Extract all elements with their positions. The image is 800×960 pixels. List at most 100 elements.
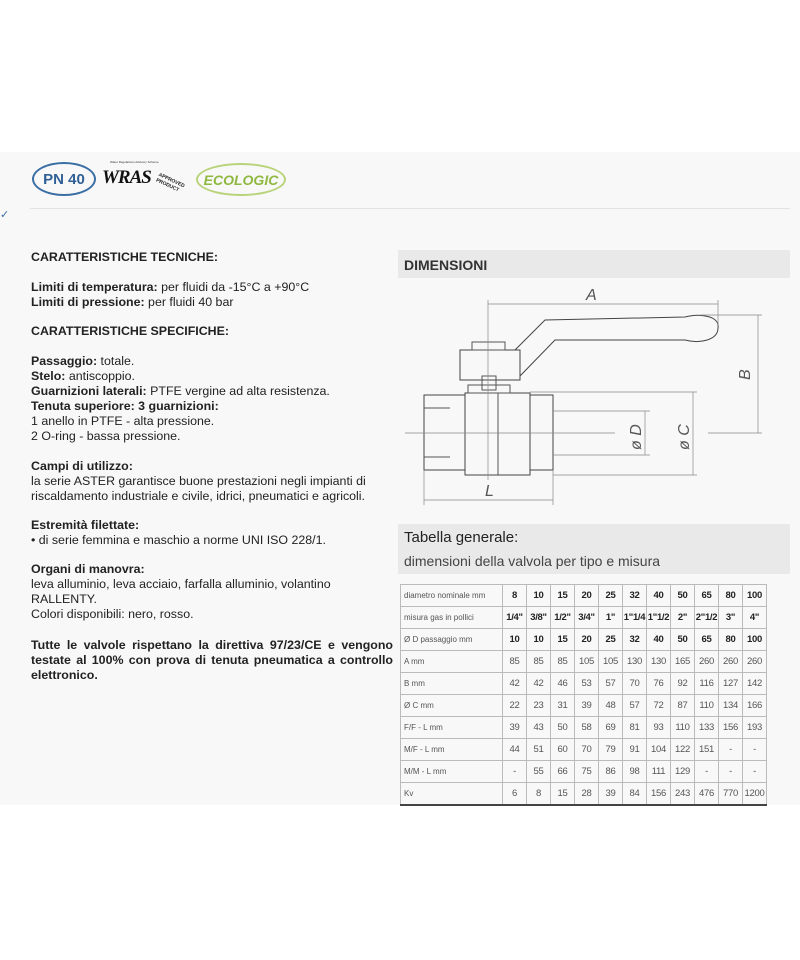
table-cell: 50: [670, 584, 695, 607]
table-cell: 6: [502, 782, 527, 806]
guarnizioni: Guarnizioni laterali: PTFE vergine ad al…: [31, 384, 330, 399]
table-row: A mm 85 85 85 105 105 130 130 165 260 260 260: [400, 650, 767, 673]
dim-label-b: B: [737, 369, 754, 380]
row-label: Ø C mm: [400, 694, 503, 717]
table-cell: 91: [622, 738, 647, 761]
table-cell: 57: [598, 672, 623, 695]
table-cell: 70: [622, 672, 647, 695]
table-row: M/F - L mm 44 51 60 70 79 91 104 122 151- -: [400, 738, 767, 761]
table-cell: 105: [598, 650, 623, 673]
table-cell: 4": [742, 606, 767, 629]
table-cell: 85: [526, 650, 551, 673]
table-cell: 86: [598, 760, 623, 783]
table-cell: 20: [574, 628, 599, 651]
table-cell: -: [502, 760, 527, 783]
table-cell: 65: [694, 584, 719, 607]
organi-1: leva alluminio, leva acciaio, farfalla a…: [31, 577, 331, 591]
table-row: F/F - L mm 39 43 50 58 69 81 93 110 133 156 193: [400, 716, 767, 739]
table-cell: 72: [646, 694, 671, 717]
wras-logo: Water Regulations Advisory Scheme WRAS A…: [102, 160, 192, 202]
table-cell: 76: [646, 672, 671, 695]
table-cell: 134: [718, 694, 743, 717]
table-cell: 40: [646, 628, 671, 651]
estr-1: • di serie femmina e maschio a norme UNI…: [31, 533, 326, 547]
table-cell: 84: [622, 782, 647, 806]
table-cell: 10: [526, 584, 551, 607]
table-cell: 32: [622, 628, 647, 651]
table-cell: 3/8": [526, 606, 551, 629]
pass-value: totale.: [97, 354, 135, 368]
table-cell: 476: [694, 782, 719, 806]
table-cell: 20: [574, 584, 599, 607]
stelo-label: Stelo:: [31, 369, 66, 383]
table-cell: 1/2": [550, 606, 575, 629]
wras-tiny-text: Water Regulations Advisory Scheme: [110, 160, 159, 164]
table-cell: 243: [670, 782, 695, 806]
tenuta-label: Tenuta superiore: 3 guarnizioni:: [31, 399, 219, 413]
divider: [30, 208, 790, 209]
table-row: Kv 6 8 15 28 39 84 156 243 476 770 1200: [400, 782, 767, 806]
valve-drawing: [423, 314, 719, 476]
table-cell: 3/4": [574, 606, 599, 629]
dim-label-l: L: [485, 483, 494, 500]
table-cell: 87: [670, 694, 695, 717]
table-cell: 2"1/2: [694, 606, 719, 629]
table-cell: 100: [742, 628, 767, 651]
table-row: misura gas in pollici 1/4" 3/8" 1/2" 3/4" 1" 1…: [400, 606, 767, 629]
table-cell: 46: [550, 672, 575, 695]
table-cell: 42: [526, 672, 551, 695]
valve-diagram: A L B ø C ø D: [405, 287, 762, 505]
table-title: Tabella generale:: [404, 529, 519, 546]
table-cell: 31: [550, 694, 575, 717]
table-row: Ø D passaggio mm 10 10 15 20 25 32 40 50 65 80 100: [400, 628, 767, 651]
organi-3: Colori disponibili: nero, rosso.: [31, 607, 194, 621]
row-label: F/F - L mm: [400, 716, 503, 739]
table-cell: 10: [502, 628, 527, 651]
passaggio: Passaggio: totale.: [31, 354, 134, 369]
estr-label: Estremità filettate:: [31, 518, 140, 532]
campi-label: Campi di utilizzo:: [31, 459, 133, 473]
temp-label: Limiti di temperatura:: [31, 280, 158, 294]
table-cell: 75: [574, 760, 599, 783]
table-cell: 127: [718, 672, 743, 695]
compliance-note: Tutte le valvole rispettano la direttiva…: [31, 638, 393, 682]
table-cell: 15: [550, 782, 575, 806]
table-cell: 42: [502, 672, 527, 695]
dim-label-c: ø C: [676, 424, 693, 450]
table-cell: 3": [718, 606, 743, 629]
table-cell: 58: [574, 716, 599, 739]
dimensions-table: diametro nominale mm 8 10 15 20 25 32 40 50 65 80 1…: [400, 584, 767, 806]
table-cell: 122: [670, 738, 695, 761]
table-cell: 80: [718, 628, 743, 651]
guarn-value: PTFE vergine ad alta resistenza.: [146, 384, 330, 398]
wras-approved-text: APPROVED PRODUCT: [154, 172, 186, 194]
table-cell: 55: [526, 760, 551, 783]
press-label: Limiti di pressione:: [31, 295, 145, 309]
guarn-label: Guarnizioni laterali:: [31, 384, 147, 398]
table-cell: 66: [550, 760, 575, 783]
check-icon: ✓: [0, 209, 10, 221]
table-cell: 142: [742, 672, 767, 695]
table-cell: 166: [742, 694, 767, 717]
stelo-value: antiscoppio.: [65, 369, 135, 383]
table-cell: 28: [574, 782, 599, 806]
ecologic-text: ECOLOGIC: [203, 171, 279, 188]
dim-label-a: A: [585, 287, 597, 304]
table-cell: 51: [526, 738, 551, 761]
table-cell: 156: [718, 716, 743, 739]
table-cell: 10: [526, 628, 551, 651]
table-cell: -: [742, 760, 767, 783]
table-cell: 116: [694, 672, 719, 695]
table-cell: 22: [502, 694, 527, 717]
table-cell: -: [694, 760, 719, 783]
table-cell: 260: [742, 650, 767, 673]
table-cell: 48: [598, 694, 623, 717]
table-cell: 193: [742, 716, 767, 739]
table-cell: 93: [646, 716, 671, 739]
press-value: per fluidi 40 bar: [144, 295, 234, 309]
table-row: diametro nominale mm 8 10 15 20 25 32 40 50 65 80 1…: [400, 584, 767, 607]
campi-1: la serie ASTER garantisce buone prestazi…: [31, 474, 366, 488]
table-row: Ø C mm 22 23 31 39 48 57 72 87 110 134 166: [400, 694, 767, 717]
table-cell: 151: [694, 738, 719, 761]
table-cell: 25: [598, 628, 623, 651]
